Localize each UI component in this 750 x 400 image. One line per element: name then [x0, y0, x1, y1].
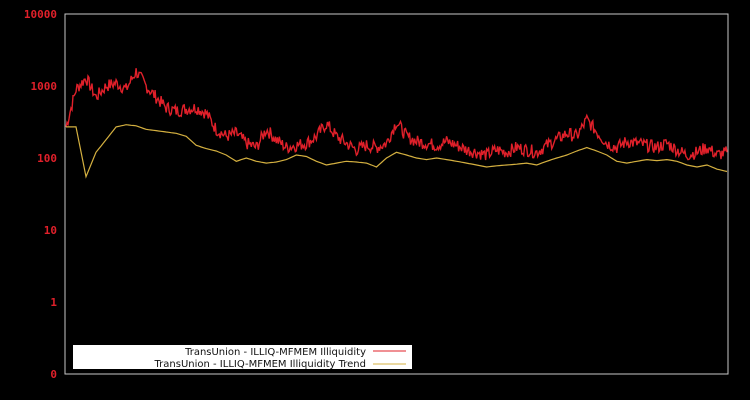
- chart-series: [65, 68, 728, 179]
- illiquidity-line: [65, 68, 728, 161]
- y-tick-label: 1: [50, 296, 57, 309]
- legend-label-illiquidity-trend: TransUnion - ILLIQ-MFMEM Illiquidity Tre…: [154, 359, 366, 370]
- legend-background: [73, 345, 412, 369]
- plot-frame: [64, 13, 729, 375]
- illiquidity-trend-line: [66, 124, 728, 179]
- legend: TransUnion - ILLIQ-MFMEM Illiquidity Tra…: [73, 345, 412, 370]
- legend-label-illiquidity: TransUnion - ILLIQ-MFMEM Illiquidity: [184, 347, 366, 358]
- y-tick-label: 100: [37, 152, 57, 165]
- y-tick-label: 0: [50, 368, 57, 381]
- y-tick-label: 1000: [31, 80, 58, 93]
- y-tick-label: 10000: [24, 8, 57, 21]
- y-tick-label: 10: [44, 224, 57, 237]
